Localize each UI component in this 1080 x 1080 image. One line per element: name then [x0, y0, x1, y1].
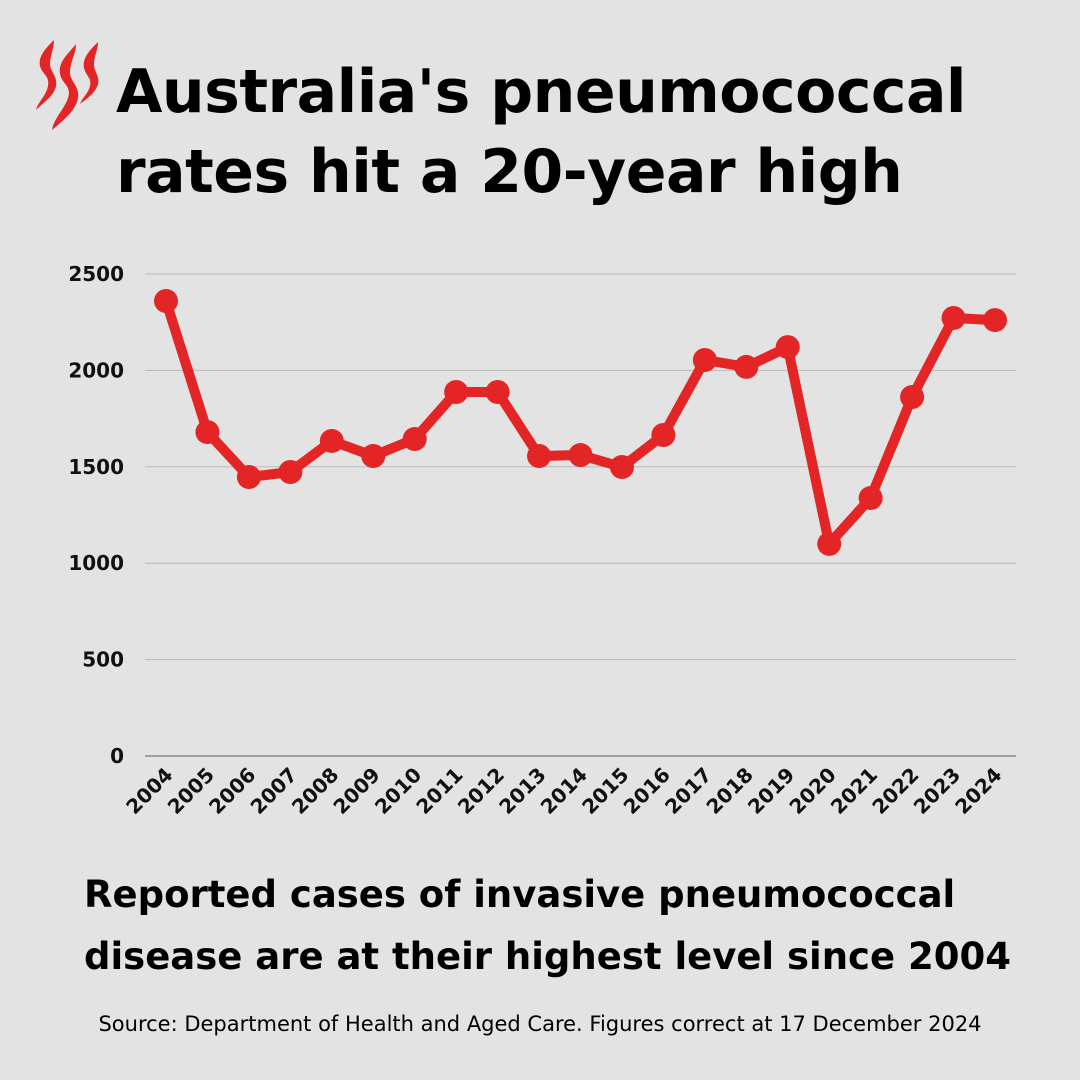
data-point-2010: [402, 427, 427, 452]
data-point-2017: [692, 347, 717, 372]
x-tick-label: 2024: [950, 763, 1006, 819]
data-point-2004: [154, 288, 178, 313]
data-point-2005: [195, 420, 220, 445]
data-point-2007: [278, 460, 303, 485]
x-tick-label: 2005: [163, 763, 219, 819]
x-tick-label: 2017: [660, 763, 716, 819]
y-tick-label: 2000: [68, 358, 124, 382]
x-tick-label: 2015: [577, 763, 633, 819]
data-point-2024: [983, 308, 1007, 333]
data-point-2013: [527, 444, 552, 469]
chart-title: Australia's pneumococcal rates hit a 20-…: [116, 57, 967, 207]
data-point-2018: [734, 354, 759, 379]
y-tick-label: 500: [82, 648, 124, 672]
x-tick-label: 2004: [121, 763, 177, 819]
x-tick-label: 2010: [370, 763, 426, 819]
data-point-2006: [236, 465, 261, 490]
source-note: Source: Department of Health and Aged Ca…: [98, 1012, 982, 1036]
x-tick-label: 2019: [743, 763, 799, 819]
x-tick-label: 2014: [536, 763, 592, 819]
data-point-2015: [609, 454, 634, 479]
data-point-2012: [485, 379, 510, 404]
y-tick-label: 1000: [68, 551, 124, 575]
x-tick-label: 2020: [784, 763, 840, 819]
data-point-2011: [444, 379, 469, 404]
data-point-2008: [319, 428, 344, 453]
x-tick-label: 2021: [826, 763, 882, 819]
y-tick-label: 2500: [68, 262, 124, 286]
data-point-2019: [775, 335, 800, 360]
x-tick-label: 2007: [246, 763, 302, 819]
data-point-2021: [858, 486, 883, 511]
x-tick-label: 2011: [411, 763, 467, 819]
data-point-2022: [900, 385, 925, 410]
y-tick-label: 1500: [68, 455, 124, 479]
data-point-2014: [568, 443, 593, 468]
data-point-2020: [817, 531, 842, 556]
x-tick-label: 2012: [453, 763, 509, 819]
data-point-2016: [651, 422, 676, 447]
y-tick-label: 0: [110, 744, 124, 768]
x-tick-label: 2018: [701, 763, 757, 819]
data-point-2023: [941, 305, 966, 330]
data-point-2009: [361, 444, 386, 469]
x-tick-label: 2006: [204, 763, 260, 819]
x-tick-label: 2023: [909, 763, 965, 819]
chart-subtitle: Reported cases of invasive pneumococcal …: [84, 873, 1011, 978]
x-tick-label: 2022: [867, 763, 923, 819]
x-tick-label: 2016: [619, 763, 675, 819]
x-tick-label: 2008: [287, 763, 343, 819]
sbs-logo: [36, 40, 99, 130]
line-chart: 0 500 1000 1500 2000 2500 20042005200620072008…: [68, 262, 1016, 819]
x-tick-label: 2013: [494, 763, 550, 819]
x-tick-label: 2009: [328, 763, 384, 819]
